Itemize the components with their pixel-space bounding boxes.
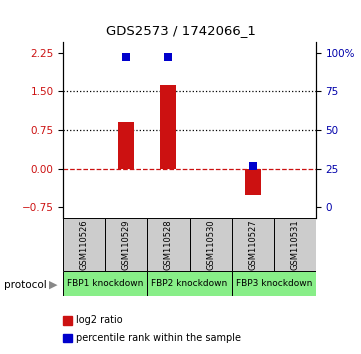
Bar	[245, 169, 261, 194]
Bar	[190, 218, 232, 271]
Bar	[63, 218, 105, 271]
Text: log2 ratio: log2 ratio	[76, 315, 122, 325]
Text: GSM110529: GSM110529	[122, 219, 131, 269]
Bar	[274, 218, 316, 271]
Bar	[63, 271, 147, 296]
Text: GSM110531: GSM110531	[290, 219, 299, 270]
Text: percentile rank within the sample: percentile rank within the sample	[76, 333, 241, 343]
Text: ▶: ▶	[49, 280, 58, 290]
Bar	[147, 271, 232, 296]
Bar	[105, 218, 147, 271]
Bar	[118, 122, 134, 169]
Point	[250, 163, 256, 169]
Text: FBP1 knockdown: FBP1 knockdown	[67, 279, 143, 288]
Text: GSM110530: GSM110530	[206, 219, 215, 270]
Text: protocol: protocol	[4, 280, 46, 290]
Text: FBP3 knockdown: FBP3 knockdown	[236, 279, 312, 288]
Text: GSM110528: GSM110528	[164, 219, 173, 270]
Bar	[147, 218, 190, 271]
Bar	[232, 271, 316, 296]
Bar	[232, 218, 274, 271]
Point	[166, 55, 171, 60]
Text: FBP2 knockdown: FBP2 knockdown	[151, 279, 228, 288]
Text: GDS2573 / 1742066_1: GDS2573 / 1742066_1	[105, 24, 256, 37]
Text: GSM110526: GSM110526	[80, 219, 89, 270]
Point	[123, 55, 129, 60]
Text: GSM110527: GSM110527	[248, 219, 257, 270]
Bar	[160, 85, 177, 169]
